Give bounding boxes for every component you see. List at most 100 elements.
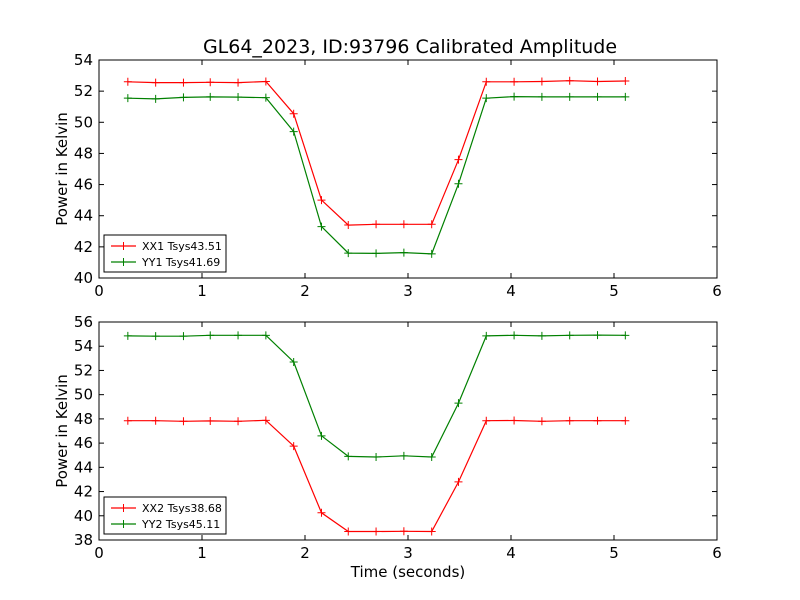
top-series-1-point (482, 77, 491, 86)
bottom-series-1 (123, 416, 630, 536)
bottom-x-tick-label: 2 (300, 544, 310, 562)
bottom-legend-marker-1 (119, 504, 128, 512)
top-x-tick-label: 6 (712, 282, 722, 300)
bottom-y-tick-label: 48 (74, 410, 93, 428)
bottom-series-2 (123, 331, 630, 462)
bottom-series-2-point (289, 357, 298, 366)
top-y-axis-label: Power in Kelvin (53, 112, 71, 226)
bottom-series-2-point (565, 331, 574, 340)
bottom-series-2-point (179, 332, 188, 341)
bottom-series-1-point (565, 416, 574, 425)
top-x-tick-label: 3 (403, 282, 413, 300)
top-series-2-point (593, 92, 602, 101)
bottom-series-2-point (123, 331, 132, 340)
bottom-y-tick-label: 44 (74, 458, 93, 476)
bottom-y-tick-label: 46 (74, 434, 93, 452)
bottom-series-1-point (454, 477, 463, 486)
bottom-series-2-point (151, 332, 160, 341)
bottom-series-1-point (123, 416, 132, 425)
top-y-tick-label: 52 (74, 82, 93, 100)
top-series-1-point (372, 220, 381, 229)
bottom-series-1-point (593, 416, 602, 425)
bottom-series-2-point (427, 453, 436, 462)
bottom-y-axis-label: Power in Kelvin (53, 374, 71, 488)
top-series-1-point (151, 78, 160, 87)
top-legend-box (103, 234, 227, 273)
top-x-tick-label: 4 (506, 282, 516, 300)
bottom-series-2-point (344, 452, 353, 461)
top-series-2-point (151, 94, 160, 103)
bottom-series-1-point (179, 417, 188, 426)
top-y-tick-label: 50 (74, 113, 93, 131)
bottom-series-1-point (317, 508, 326, 517)
top-series-2-point (206, 92, 215, 101)
bottom-y-tick-label: 38 (74, 531, 93, 549)
top-series-2-point (537, 92, 546, 101)
top-legend: XX1 Tsys43.51 YY1 Tsys41.69 (103, 234, 227, 273)
top-series-1-point (206, 78, 215, 87)
top-x-tick-label: 0 (94, 282, 104, 300)
top-x-tick-label: 1 (197, 282, 207, 300)
top-series-1-point (621, 77, 630, 86)
top-y-tick-label: 44 (74, 207, 93, 225)
top-series-2-point (399, 248, 408, 257)
top-series-1-point (593, 77, 602, 86)
bottom-legend-label-1: XX2 Tsys38.68 (142, 502, 222, 515)
bottom-series-2-point (372, 453, 381, 462)
bottom-y-tick-label: 54 (74, 337, 93, 355)
top-x-tick-label: 5 (609, 282, 619, 300)
bottom-series-1-point (621, 416, 630, 425)
bottom-series-2-point (206, 331, 215, 340)
bottom-x-tick-label: 4 (506, 544, 516, 562)
top-series-2-point (372, 249, 381, 258)
bottom-y-tick-label: 50 (74, 386, 93, 404)
top-y-tick-label: 48 (74, 144, 93, 162)
bottom-y-tick-label: 52 (74, 361, 93, 379)
bottom-x-axis-label: Time (seconds) (350, 563, 466, 581)
top-series-2-point (234, 93, 243, 102)
bottom-series-1-point (537, 417, 546, 426)
bottom-series-1-point (344, 527, 353, 536)
top-y-tick-label: 40 (74, 269, 93, 287)
bottom-series-2-point (510, 331, 519, 340)
bottom-series-1-point (206, 416, 215, 425)
top-series-1-point (537, 77, 546, 86)
bottom-series-2-point (234, 331, 243, 340)
top-series-1-point (454, 155, 463, 164)
top-series-2-point (261, 93, 270, 102)
top-legend-label-2: YY1 Tsys41.69 (141, 256, 220, 269)
top-series-2-point (621, 92, 630, 101)
top-series-1-point (261, 77, 270, 86)
bottom-series-1-point (427, 527, 436, 536)
bottom-series-1-point (261, 416, 270, 425)
top-series-2-point (565, 92, 574, 101)
top-legend-label-1: XX1 Tsys43.51 (142, 240, 222, 253)
top-series-1-point (510, 77, 519, 86)
top-legend-marker-1 (119, 242, 128, 250)
top-series-1-point (565, 76, 574, 85)
bottom-legend-label-2: YY2 Tsys45.11 (141, 518, 220, 531)
bottom-series-2-point (454, 399, 463, 408)
bottom-series-2-point (261, 331, 270, 340)
bottom-legend-box (103, 496, 227, 535)
bottom-series-1-point (510, 416, 519, 425)
bottom-series-1-point (399, 527, 408, 536)
top-series-1-point (234, 78, 243, 87)
bottom-series-2-point (593, 331, 602, 340)
top-legend-marker-2 (119, 258, 128, 266)
top-series-1-point (399, 220, 408, 229)
top-series-2-point (427, 249, 436, 258)
bottom-y-tick-label: 56 (74, 313, 93, 331)
top-series-1-point (123, 77, 132, 86)
bottom-x-tick-label: 6 (712, 544, 722, 562)
top-series-2 (123, 92, 630, 258)
bottom-x-tick-label: 5 (609, 544, 619, 562)
bottom-x-tick-label: 3 (403, 544, 413, 562)
top-series-2-point (344, 249, 353, 258)
bottom-series-2-point (482, 331, 491, 340)
bottom-series-1-point (482, 416, 491, 425)
bottom-series-1-point (372, 527, 381, 536)
bottom-series-2-point (537, 331, 546, 340)
